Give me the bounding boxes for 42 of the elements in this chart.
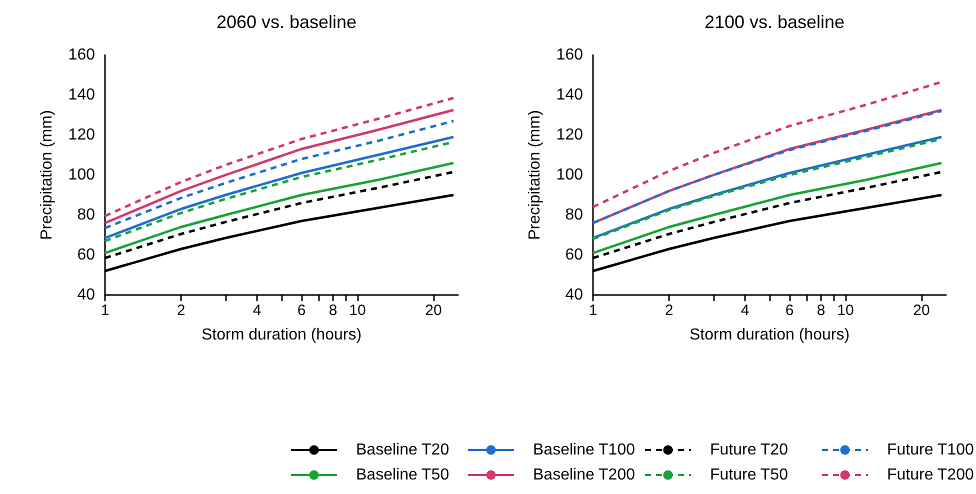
x-tick-label: 20: [913, 302, 930, 319]
chart-title: 2060 vs. baseline: [216, 12, 357, 32]
x-tick-label: 1: [588, 302, 598, 319]
y-tick-label: 120: [556, 126, 584, 144]
legend-label: Future T50: [710, 466, 788, 484]
x-axis-title: Storm duration (hours): [201, 326, 362, 344]
y-tick-label: 80: [565, 206, 584, 224]
chart-title: 2100 vs. baseline: [704, 12, 845, 32]
x-tick-label: 2: [664, 302, 674, 319]
legend-label: Future T100: [887, 442, 974, 458]
x-tick-label: 8: [816, 302, 826, 319]
x-tick-label: 1: [100, 302, 110, 319]
y-axis-title: Precipitation (mm): [38, 110, 56, 240]
x-tick-label: 2: [176, 302, 186, 319]
y-tick-label: 80: [77, 206, 96, 224]
x-tick-label: 20: [425, 302, 442, 319]
y-tick-label: 40: [77, 286, 96, 304]
y-tick-label: 120: [68, 126, 96, 144]
legend-label: Baseline T200: [533, 466, 636, 484]
x-tick-label: 8: [328, 302, 338, 319]
x-axis-title: Storm duration (hours): [689, 326, 850, 344]
legend-label: Future T200: [887, 466, 974, 484]
legend-label: Baseline T50: [356, 466, 450, 484]
y-tick-label: 40: [565, 286, 584, 304]
y-tick-label: 160: [68, 46, 96, 64]
x-tick-label: 10: [837, 302, 854, 319]
y-tick-label: 100: [68, 166, 96, 184]
legend-label: Future T20: [710, 442, 788, 458]
y-tick-label: 60: [565, 246, 584, 264]
x-tick-label: 6: [297, 302, 306, 319]
legend-label: Baseline T20: [356, 442, 450, 458]
y-tick-label: 160: [556, 46, 584, 64]
y-tick-label: 60: [77, 246, 96, 264]
y-tick-label: 140: [556, 86, 584, 104]
y-tick-label: 140: [68, 86, 96, 104]
x-tick-label: 6: [785, 302, 794, 319]
y-tick-label: 100: [556, 166, 584, 184]
x-tick-label: 4: [252, 302, 262, 319]
y-axis-title: Precipitation (mm): [526, 110, 544, 240]
legend-label: Baseline T100: [533, 442, 636, 458]
x-tick-label: 10: [349, 302, 366, 319]
x-tick-label: 4: [740, 302, 750, 319]
